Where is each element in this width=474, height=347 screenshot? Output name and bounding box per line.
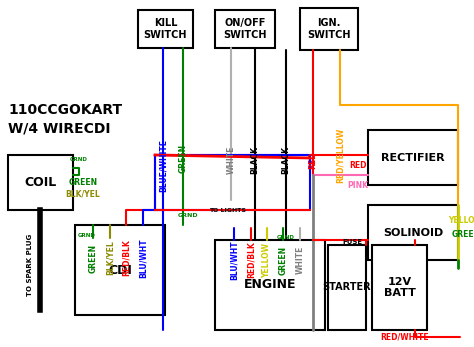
Text: RED: RED [349, 161, 367, 169]
Bar [75, 225, 165, 315]
Text: 110CCGOKART: 110CCGOKART [8, 103, 122, 117]
Text: COIL: COIL [24, 176, 56, 189]
Text: GREEN: GREEN [179, 143, 188, 172]
Text: GRND: GRND [277, 235, 295, 239]
Text: RED/YELLOW: RED/YELLOW [336, 127, 345, 183]
Text: BLU/WHT: BLU/WHT [138, 238, 147, 278]
Bar [328, 245, 366, 330]
Text: YELLOW: YELLOW [448, 215, 474, 225]
Text: STARTER: STARTER [323, 282, 371, 293]
Bar [8, 155, 73, 210]
Text: BLK/YEL: BLK/YEL [106, 240, 115, 276]
Text: RED: RED [309, 151, 318, 169]
Text: KILL
SWITCH: KILL SWITCH [144, 18, 187, 40]
Text: BLACK: BLACK [250, 146, 259, 174]
Text: ON/OFF
SWITCH: ON/OFF SWITCH [223, 18, 267, 40]
Text: YELLOW: YELLOW [263, 243, 272, 278]
Text: 12V
BATT: 12V BATT [383, 277, 415, 298]
Text: PINK: PINK [347, 180, 368, 189]
Text: CDI: CDI [108, 263, 132, 277]
Text: GREEN: GREEN [68, 178, 98, 186]
Text: SOLINOID: SOLINOID [383, 228, 443, 237]
Bar [215, 240, 325, 330]
Text: RED/BLK: RED/BLK [246, 242, 255, 278]
Bar [138, 10, 193, 48]
Text: TO SPARK PLUG: TO SPARK PLUG [27, 234, 33, 296]
Text: WHITE: WHITE [295, 246, 304, 274]
Text: GREEN: GREEN [279, 245, 288, 274]
Text: ENGINE: ENGINE [244, 279, 296, 291]
Text: GRND: GRND [178, 212, 198, 218]
Bar [368, 130, 458, 185]
Bar [215, 10, 275, 48]
Text: WHITE: WHITE [227, 146, 236, 174]
Text: RECTIFIER: RECTIFIER [381, 152, 445, 162]
Bar [368, 205, 458, 260]
Text: GRND: GRND [70, 156, 88, 161]
Bar [300, 8, 358, 50]
Text: GREEN: GREEN [89, 244, 98, 272]
Text: BLUE/WHITE: BLUE/WHITE [158, 138, 167, 192]
Text: FUSE: FUSE [342, 239, 362, 245]
Bar [90, 248, 150, 303]
Text: BLU/WHT: BLU/WHT [229, 240, 238, 280]
Text: TO LIGHTS: TO LIGHTS [210, 208, 246, 212]
Text: W/4 WIRECDI: W/4 WIRECDI [8, 121, 110, 135]
Text: BLACK: BLACK [282, 146, 291, 174]
Text: IGN.
SWITCH: IGN. SWITCH [307, 18, 351, 40]
Bar [372, 245, 427, 330]
Text: RED/BLK: RED/BLK [121, 240, 130, 276]
Text: GRND: GRND [78, 232, 96, 237]
Text: BLK/YEL: BLK/YEL [65, 189, 100, 198]
Text: RED/WHITE: RED/WHITE [381, 332, 429, 341]
Text: GREEN: GREEN [451, 229, 474, 238]
